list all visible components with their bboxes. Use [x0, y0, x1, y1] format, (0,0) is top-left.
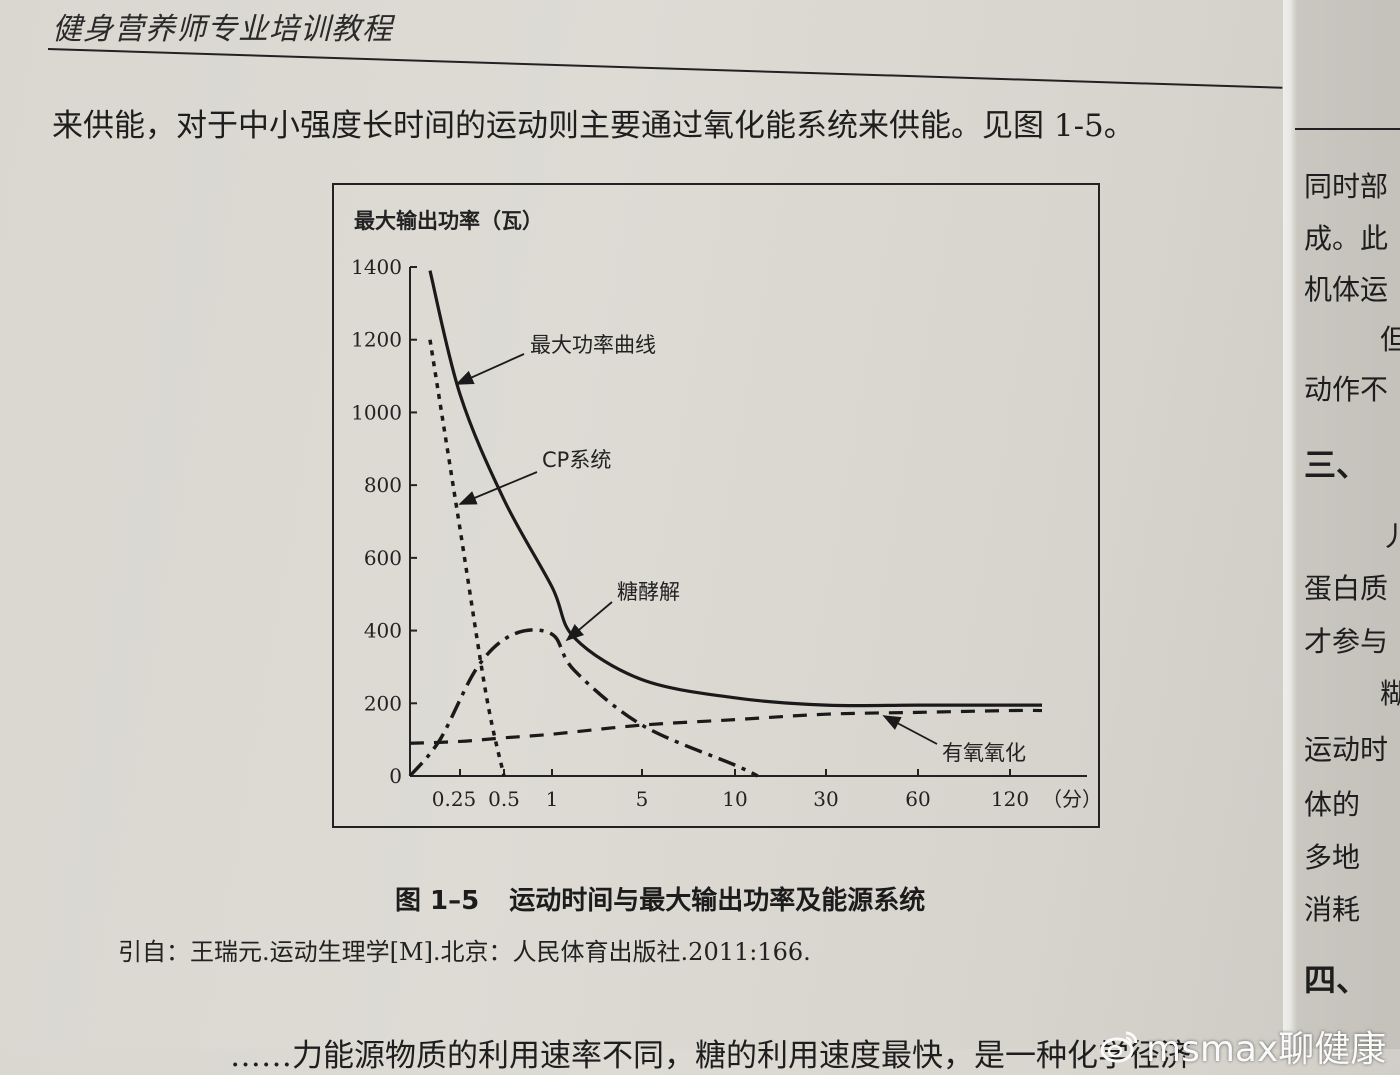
- x-tick-label: 5: [636, 787, 649, 811]
- right-column-line: 同时部: [1304, 170, 1389, 203]
- right-column-line: 动作不: [1304, 373, 1389, 406]
- header-rule: [47, 48, 1283, 89]
- figure-source: 引自：王瑞元.运动生理学[M].北京：人民体育出版社.2011:166.: [118, 938, 811, 966]
- watermark-text: msmax聊健康: [1146, 1029, 1387, 1070]
- bottom-partial-text: ……力能源物质的利用速率不同，糖的利用速度最快，是一种化学径济: [230, 1038, 1191, 1074]
- right-column-line: 才参与: [1304, 625, 1389, 658]
- right-column-line: 多地: [1304, 841, 1361, 874]
- y-tick-label: 800: [364, 473, 402, 497]
- right-column-rule: [1295, 128, 1400, 130]
- y-tick-label: 400: [364, 619, 402, 643]
- right-page-background: [1283, 0, 1400, 1049]
- weibo-logo-icon: [1100, 1031, 1138, 1063]
- right-column-line: 机体运: [1304, 273, 1389, 306]
- x-axis-unit: （分）: [1042, 787, 1102, 811]
- annotation-label: 最大功率曲线: [530, 333, 656, 357]
- right-column-line: 丿: [1380, 520, 1400, 553]
- series-group: [408, 270, 1043, 778]
- annotation-label: 糖酵解: [617, 580, 680, 604]
- series-dashed-line: [409, 708, 1043, 745]
- series-solid-line: [428, 270, 1042, 708]
- right-column-line: 蛋白质: [1304, 572, 1389, 605]
- annotation-arrow: [458, 471, 538, 505]
- x-tick-label: 0.5: [488, 787, 520, 811]
- x-tick-label: 1: [546, 787, 559, 811]
- right-column-line: 体的: [1304, 788, 1361, 821]
- y-axis: 0 200 400 600 800 1000 1200 1400: [351, 255, 417, 788]
- annotation-arrow: [565, 601, 613, 642]
- right-column-text: 同时部成。此机体运但动作不三、丿蛋白质才参与糊运动时体的多地消耗四、: [1300, 0, 1400, 1049]
- series-dotted-line: [428, 339, 506, 777]
- right-column-line: 糊: [1380, 677, 1400, 710]
- y-tick-label: 600: [364, 546, 402, 570]
- annotation-label: 有氧氧化: [942, 741, 1026, 765]
- right-column-heading: 三、: [1304, 446, 1369, 484]
- y-tick-label: 1400: [351, 255, 402, 279]
- x-tick-label: 30: [813, 787, 838, 811]
- body-paragraph: 来供能，对于中小强度长时间的运动则主要通过氧化能系统来供能。见图 1-5。: [52, 108, 1135, 144]
- chart-svg: 最大输出功率（瓦） 0 200 400 600 800 1000 1200 1400 0.25…: [351, 209, 1102, 811]
- x-tick-label: 60: [905, 787, 930, 811]
- right-column-line: 成。此: [1304, 222, 1389, 255]
- y-tick-label: 1200: [351, 328, 402, 352]
- series-dash-dot-line: [408, 628, 759, 778]
- y-tick-label: 200: [364, 691, 402, 715]
- figure-caption: 图 1–5 运动时间与最大输出功率及能源系统: [395, 880, 925, 917]
- y-tick-label: 0: [389, 764, 402, 788]
- annotation-label: CP系统: [542, 448, 611, 472]
- y-axis-title: 最大输出功率（瓦）: [354, 209, 543, 233]
- x-tick-label: 120: [991, 787, 1029, 811]
- running-head: 健身营养师专业培训教程: [52, 12, 393, 47]
- annotation-arrow: [882, 715, 938, 745]
- y-tick-label: 1000: [351, 400, 402, 424]
- right-column-heading: 四、: [1304, 961, 1369, 999]
- x-axis: 0.25 0.5 1 5 10 30 60 120 （分）: [410, 769, 1102, 811]
- watermark: msmax聊健康: [1100, 1020, 1386, 1072]
- right-column-line: 消耗: [1304, 893, 1361, 926]
- right-column-line: 运动时: [1304, 733, 1389, 766]
- figure-title: 运动时间与最大输出功率及能源系统: [509, 886, 926, 916]
- figure-number: 图 1–5: [395, 886, 480, 916]
- right-column-line: 但: [1380, 323, 1400, 356]
- annotation-arrow: [455, 353, 525, 385]
- x-tick-label: 0.25: [432, 787, 477, 811]
- x-tick-label: 10: [722, 787, 747, 811]
- figure-frame: 最大输出功率（瓦） 0 200 400 600 800 1000 1200 1400 0.25…: [332, 183, 1102, 828]
